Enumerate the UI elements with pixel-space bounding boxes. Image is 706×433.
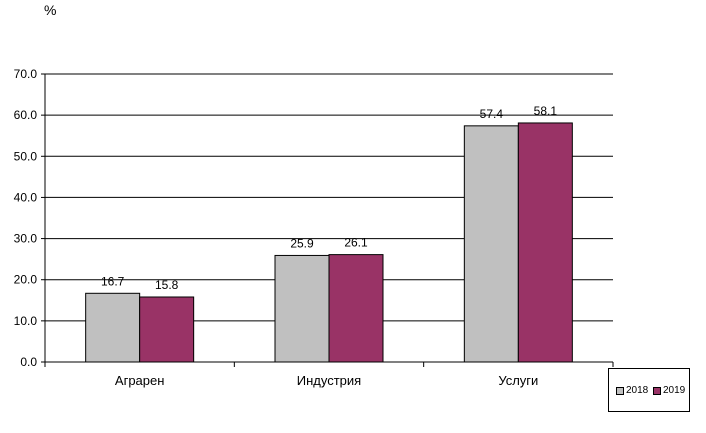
x-category-label: Услуги [498, 373, 538, 388]
y-unit-label: % [44, 2, 57, 18]
y-tick-label: 20.0 [14, 273, 38, 287]
y-tick-label: 70.0 [14, 67, 38, 81]
legend-swatch-2018 [616, 386, 624, 395]
data-label-2019-2: 26.1 [344, 236, 368, 250]
legend-swatch-2019 [653, 386, 661, 395]
bar-2019-3 [517, 122, 573, 363]
y-tick-label: 10.0 [14, 314, 38, 328]
legend-label-2019: 2019 [663, 385, 686, 396]
legend-label-2018: 2018 [626, 385, 649, 396]
data-label-2018-2: 25.9 [290, 236, 314, 250]
bar-2019-2 [328, 254, 384, 363]
data-label-2018-1: 16.7 [101, 274, 125, 288]
legend-item-2018: 2018 [616, 385, 648, 396]
bar-2019-1 [139, 296, 195, 363]
y-tick-label: 40.0 [14, 190, 38, 204]
y-tick-label: 0.0 [20, 355, 37, 369]
y-tick-label: 60.0 [14, 108, 38, 122]
bar-2018-3 [463, 125, 519, 363]
y-tick-label: 30.0 [14, 232, 38, 246]
bar-2018-2 [274, 254, 330, 363]
legend-item-2019: 2019 [653, 385, 685, 396]
data-label-2019-3: 58.1 [534, 104, 558, 118]
x-category-label: Индустрия [297, 373, 361, 388]
x-category-label: Аграрен [115, 373, 165, 388]
legend: 2018 2019 [608, 368, 690, 412]
data-label-2019-1: 15.8 [155, 278, 179, 292]
bar-2018-1 [85, 292, 141, 363]
data-label-2018-3: 57.4 [480, 107, 504, 121]
y-tick-label: 50.0 [14, 149, 38, 163]
